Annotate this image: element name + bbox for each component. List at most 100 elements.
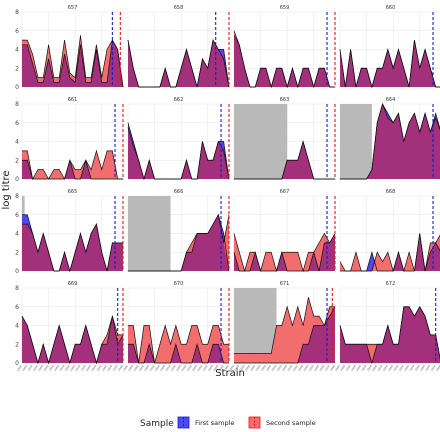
data-point-second (265, 68, 267, 69)
panel-strip-label: 664 (386, 97, 396, 103)
panel-strip-label: 672 (386, 281, 396, 287)
x-tick-label: 1968 (164, 364, 171, 372)
data-point-first (37, 82, 39, 83)
data-point-first (223, 49, 224, 50)
data-point-second (244, 178, 245, 180)
data-point-first (382, 270, 383, 272)
data-point-second (292, 252, 293, 253)
panel-strip-label: 659 (280, 5, 290, 11)
series-second-line (233, 232, 336, 273)
data-point-second (85, 325, 87, 326)
data-point-second (159, 270, 161, 272)
data-point-second (164, 325, 166, 326)
x-tick-label: 1968 (143, 364, 150, 372)
data-point-second (106, 334, 108, 336)
data-point-second (228, 86, 230, 88)
data-point-second (218, 141, 219, 142)
panel-662: 662 (127, 97, 230, 181)
data-point-first (133, 141, 134, 142)
data-point-second (382, 68, 383, 69)
data-point-first (21, 160, 23, 161)
data-point-second (424, 113, 426, 114)
panel-strip-label: 667 (280, 189, 290, 195)
data-point-second (419, 131, 420, 133)
data-point-second (398, 49, 399, 50)
y-tick-label: 0 (15, 360, 19, 367)
y-tick-label: 0 (15, 84, 19, 91)
y-tick-label: 4 (15, 231, 19, 238)
data-point-second (154, 362, 155, 364)
x-tick-label: 1968 (334, 364, 341, 372)
data-point-second (265, 353, 267, 354)
data-point-second (355, 178, 357, 180)
data-point-second (218, 49, 219, 50)
series-second-line (127, 127, 230, 181)
data-point-second (233, 178, 235, 180)
data-point-first (292, 362, 293, 364)
data-point-second (218, 325, 219, 326)
data-point-second (408, 306, 410, 307)
data-point-first (292, 270, 293, 272)
data-point-second (334, 178, 336, 180)
data-point-second (101, 169, 102, 170)
data-point-second (350, 49, 351, 50)
x-tick-label: 1968 (429, 364, 436, 372)
series-second-line (21, 314, 123, 365)
data-point-second (345, 86, 346, 88)
y-tick-label: 6 (15, 120, 19, 127)
series-overlap-area (128, 40, 229, 87)
y-tick-label: 2 (15, 341, 19, 348)
data-point-second (196, 86, 198, 88)
data-point-second (318, 315, 320, 317)
x-tick-label: 1968 (228, 364, 235, 372)
data-point-second (186, 160, 187, 161)
data-point-first (53, 82, 55, 83)
data-point-second (133, 325, 134, 326)
data-point-second (223, 242, 224, 244)
data-point-second (366, 68, 367, 69)
x-tick-label: 1968 (42, 364, 49, 372)
data-point-first (112, 178, 113, 180)
data-point-second (403, 68, 405, 69)
y-tick-label: 4 (15, 323, 19, 330)
data-point-second (297, 252, 299, 253)
x-tick-label: 1968 (281, 364, 288, 372)
data-point-second (371, 169, 373, 170)
data-point-second (302, 325, 304, 326)
data-point-second (414, 270, 415, 272)
data-point-second (27, 39, 28, 41)
data-point-first (186, 362, 187, 364)
series-second-line (339, 40, 440, 89)
data-point-second (207, 233, 208, 234)
x-tick-label: 1968 (95, 364, 102, 372)
x-tick-label: 1968 (424, 364, 431, 372)
data-point-first (223, 233, 224, 234)
data-point-second (297, 306, 299, 307)
data-point-first (308, 270, 309, 272)
data-point-second (249, 178, 251, 180)
data-point-second (170, 344, 171, 345)
data-point-second (175, 178, 177, 180)
data-point-first (170, 362, 171, 364)
series-overlap-area (340, 40, 440, 87)
data-point-first (212, 344, 214, 345)
series-overlap-area (234, 233, 335, 271)
data-point-second (302, 141, 304, 142)
series-second-line (234, 140, 335, 180)
x-tick-label: 1968 (344, 364, 351, 372)
data-point-first (286, 362, 288, 364)
panel-666: 666 (127, 189, 230, 272)
data-point-second (292, 160, 293, 161)
x-tick-label: 1968 (53, 364, 60, 372)
data-point-second (117, 178, 118, 180)
data-point-first (133, 344, 134, 345)
series-overlap-area (234, 35, 335, 87)
legend: Sample First sample Second sample (140, 416, 316, 429)
x-tick-label: 1968 (175, 364, 182, 372)
data-point-second (180, 344, 182, 345)
data-point-second (392, 344, 394, 345)
data-point-second (202, 233, 203, 234)
panel-strip-label: 670 (174, 281, 184, 287)
